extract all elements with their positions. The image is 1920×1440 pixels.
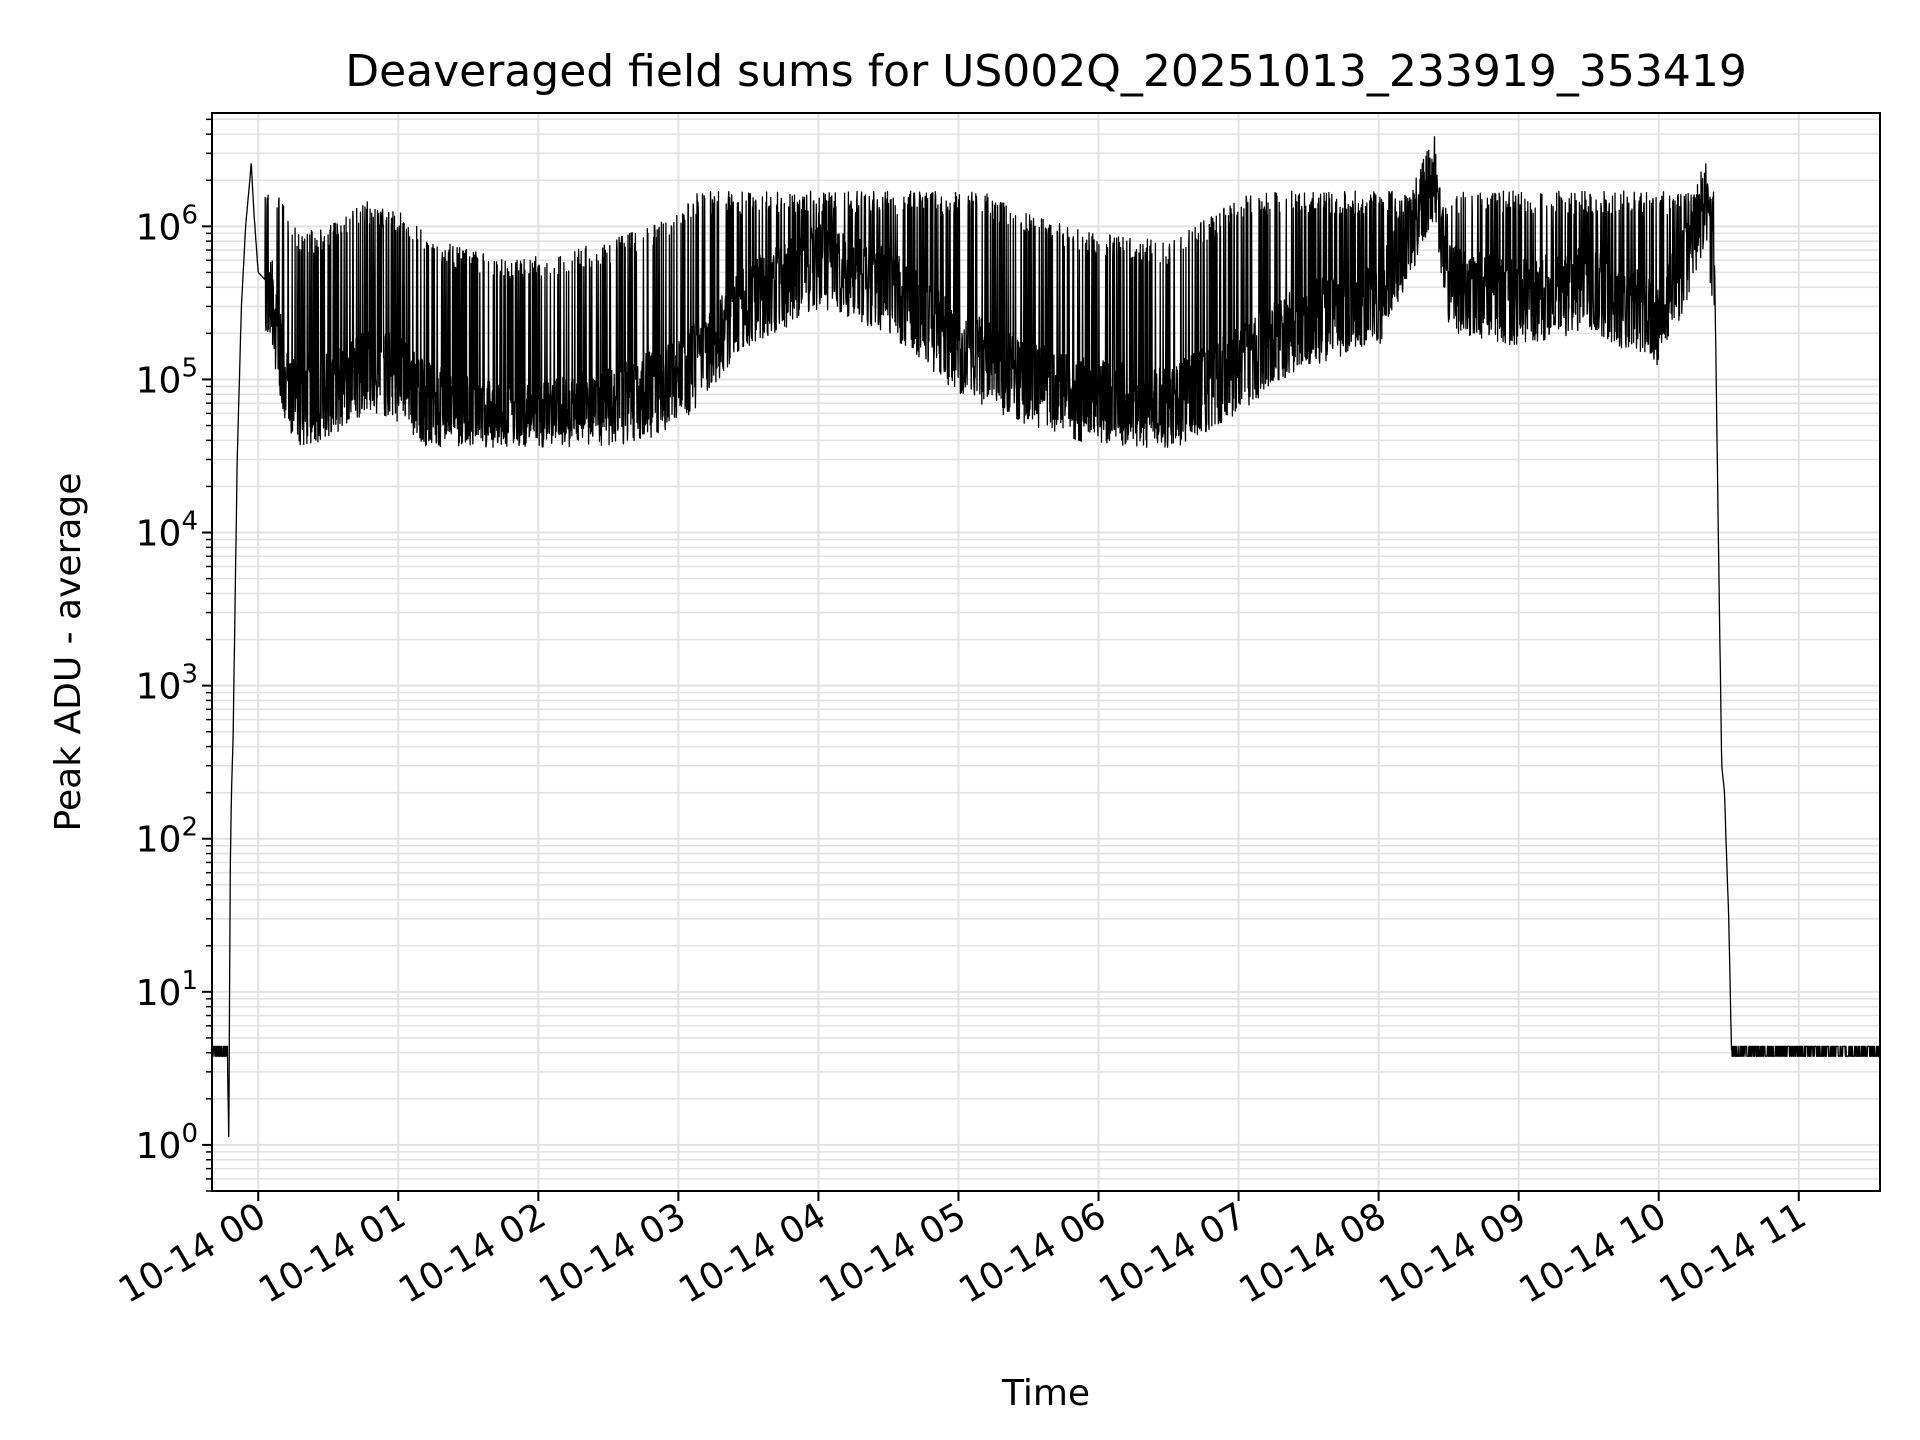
y-tick-label: 106 <box>136 200 198 248</box>
y-tick-label: 100 <box>136 1119 198 1167</box>
y-tick-base: 10 <box>136 514 182 555</box>
y-tick-label: 104 <box>136 507 198 555</box>
series-group <box>211 136 1881 1138</box>
y-tick-exponent: 3 <box>181 660 198 690</box>
series-line <box>211 136 1881 1138</box>
y-tick-base: 10 <box>136 820 182 861</box>
y-tick-exponent: 0 <box>181 1119 198 1149</box>
y-tick-exponent: 4 <box>181 507 198 537</box>
y-tick-base: 10 <box>136 360 182 401</box>
y-tick-exponent: 6 <box>181 200 198 230</box>
y-tick-label: 103 <box>136 660 198 708</box>
grid <box>212 113 1880 1192</box>
y-axis-label: Peak ADU - average <box>48 473 89 832</box>
y-tick-exponent: 2 <box>181 813 198 843</box>
y-tick-label: 105 <box>136 353 198 401</box>
y-tick-base: 10 <box>136 207 182 248</box>
y-tick-label: 102 <box>136 813 198 861</box>
x-axis-label: Time <box>1001 1373 1090 1414</box>
y-tick-base: 10 <box>136 973 182 1014</box>
y-tick-exponent: 5 <box>181 353 198 383</box>
y-tick-label: 101 <box>136 966 198 1014</box>
y-tick-exponent: 1 <box>181 966 198 996</box>
plot-frame <box>211 112 1881 1192</box>
y-tick-base: 10 <box>136 1126 182 1167</box>
y-tick-base: 10 <box>136 667 182 708</box>
chart-title: Deaveraged field sums for US002Q_2025101… <box>345 46 1747 97</box>
